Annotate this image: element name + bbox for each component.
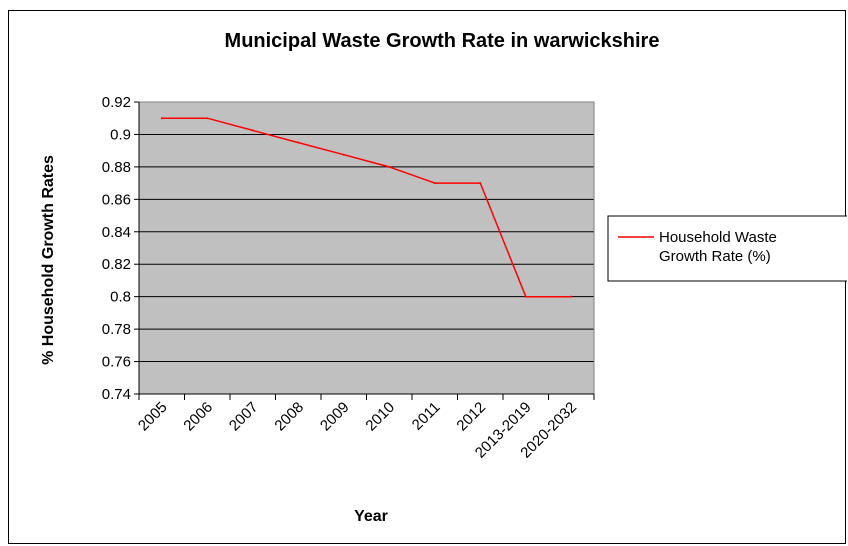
y-tick-label: 0.8 xyxy=(110,289,131,306)
x-tick-label: 2006 xyxy=(180,399,216,435)
plot-background xyxy=(139,102,594,394)
chart-title: Municipal Waste Growth Rate in warwicksh… xyxy=(225,30,660,52)
y-tick-label: 0.86 xyxy=(102,191,131,208)
x-tick-label: 2005 xyxy=(135,399,171,435)
chart-frame: Municipal Waste Growth Rate in warwicksh… xyxy=(8,10,847,544)
y-tick-label: 0.9 xyxy=(110,126,131,143)
y-tick-label: 0.92 xyxy=(102,94,131,111)
x-tick-label: 2009 xyxy=(317,399,353,435)
data-point xyxy=(570,295,573,298)
x-tick-label: 2010 xyxy=(362,399,398,435)
y-tick-label: 0.76 xyxy=(102,354,131,371)
data-point xyxy=(160,117,163,120)
y-tick-label: 0.84 xyxy=(102,224,131,241)
legend: Household Waste Growth Rate (%) xyxy=(607,215,847,282)
y-axis-title: % Household Growth Rates xyxy=(40,155,57,365)
x-tick-label: 2008 xyxy=(271,399,307,435)
legend-label-line-1: Household Waste xyxy=(659,229,777,246)
data-point xyxy=(297,141,300,144)
data-point xyxy=(388,165,391,168)
data-point xyxy=(206,117,209,120)
data-point xyxy=(524,295,527,298)
data-point xyxy=(342,153,345,156)
plot-area: 0.920.90.880.860.840.820.80.780.760.7420… xyxy=(102,94,595,462)
x-axis-title: Year xyxy=(354,508,388,525)
y-tick-label: 0.88 xyxy=(102,159,131,176)
legend-label-line-2: Growth Rate (%) xyxy=(659,248,771,265)
x-tick-label: 2011 xyxy=(409,399,444,434)
data-point xyxy=(479,182,482,185)
series-line-0 xyxy=(161,117,572,298)
x-tick-label: 2007 xyxy=(226,399,262,435)
data-point xyxy=(251,129,254,132)
y-tick-label: 0.82 xyxy=(102,256,131,273)
legend-box xyxy=(607,215,847,282)
x-tick-label: 2012 xyxy=(453,399,489,435)
legend-label: Household Waste Growth Rate (%) xyxy=(659,229,781,265)
y-tick-label: 0.78 xyxy=(102,321,131,338)
y-tick-label: 0.74 xyxy=(102,386,131,403)
line-chart: Municipal Waste Growth Rate in warwicksh… xyxy=(40,30,847,525)
data-point xyxy=(433,182,436,185)
